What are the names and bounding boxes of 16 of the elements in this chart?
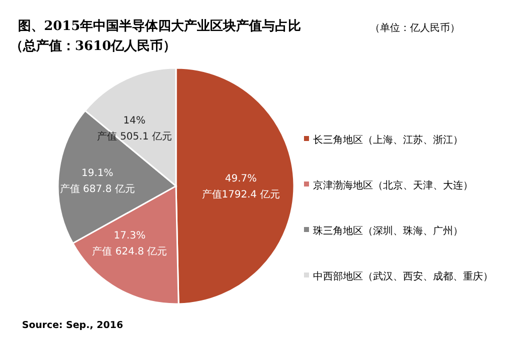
source-note: Source: Sep., 2016 <box>22 320 124 331</box>
text: 产值 624.8 亿元 <box>92 245 168 258</box>
legend-label: 京津渤海地区（北京、天津、大连） <box>313 180 473 192</box>
text: 产值 505.1 亿元 <box>96 130 172 142</box>
text: 产值 687.8 亿元 <box>60 183 135 195</box>
text: （单位：亿人民币） <box>370 22 460 34</box>
chart-title: 图、2015年中国半导体四大产业区块产值与占比 <box>18 18 302 34</box>
legend-label: 珠三角地区（深圳、珠海、广州） <box>313 225 463 237</box>
legend-label: 中西部地区（武汉、西安、成都、重庆） <box>313 270 493 282</box>
chart-subtitle: （总产值：3610亿人民币） <box>10 38 176 54</box>
data-label: 49.7% <box>225 173 257 184</box>
data-label: 19.1% <box>81 168 114 179</box>
legend-label: 长三角地区（上海、江苏、浙江） <box>313 134 463 146</box>
text: 产值1792.4 亿元 <box>202 188 280 200</box>
data-label: 17.3% <box>114 230 146 242</box>
data-label: 14% <box>123 115 146 126</box>
